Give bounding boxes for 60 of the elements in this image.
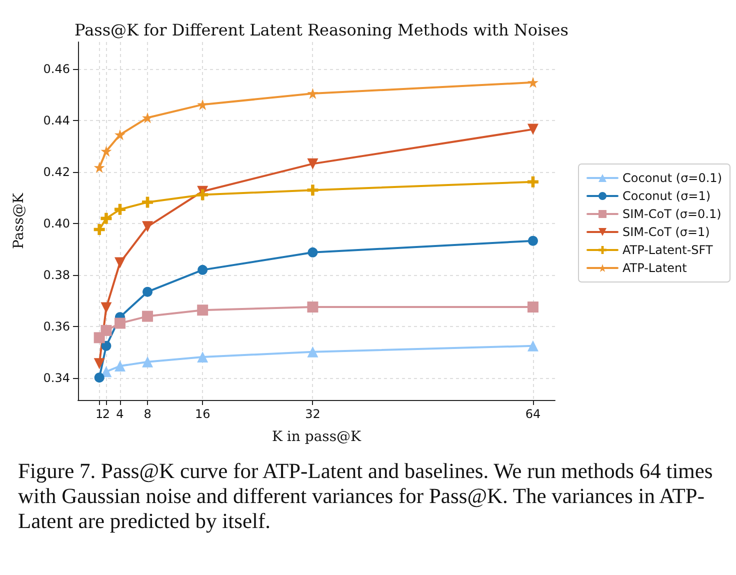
point [307, 302, 318, 313]
point [198, 264, 208, 275]
point [528, 236, 538, 246]
y-tick-label: 0.42 [43, 165, 70, 180]
point [527, 302, 538, 313]
x-tick-label: 16 [194, 407, 210, 421]
y-tick-label: 0.38 [43, 268, 70, 282]
point [307, 346, 318, 358]
point [94, 162, 105, 173]
point [308, 247, 318, 258]
y-tick-label: 0.34 [43, 371, 70, 386]
point [94, 358, 105, 370]
point [142, 221, 154, 232]
point [527, 76, 538, 88]
point [197, 351, 208, 362]
point [527, 124, 538, 135]
x-axis-title: K in pass@K [272, 429, 362, 445]
legend-label: ATP-Latent-SFT [622, 243, 714, 257]
point [94, 224, 105, 235]
point [100, 212, 112, 224]
x-tick-label: 4 [116, 407, 124, 421]
legend-label: Coconut (σ=1) [622, 189, 711, 203]
point [114, 129, 126, 140]
y-tick-label: 0.36 [43, 320, 70, 334]
point [114, 257, 126, 268]
point [197, 304, 208, 316]
y-tick-label: 0.46 [43, 62, 70, 76]
legend-label: SIM-CoT (σ=0.1) [622, 207, 722, 221]
point [142, 356, 154, 368]
y-tick-label: 0.44 [43, 114, 70, 128]
point [142, 310, 154, 322]
point [307, 158, 318, 170]
x-tick-label: 8 [144, 407, 152, 421]
point [100, 146, 112, 157]
point [142, 196, 154, 208]
y-tick-label: 0.40 [43, 216, 70, 231]
point [114, 204, 126, 215]
point [307, 184, 318, 196]
legend-label: ATP-Latent [622, 261, 688, 275]
x-tick-label: 2 [102, 407, 110, 421]
x-tick-label: 64 [525, 407, 541, 421]
point [142, 286, 153, 297]
point [114, 318, 126, 329]
point [101, 340, 112, 351]
y-axis-title: Pass@K [11, 192, 27, 249]
point [197, 189, 208, 200]
point [114, 360, 126, 372]
point [100, 302, 112, 314]
chart-title: Pass@K for Different Latent Reasoning Methods with Noises [74, 20, 568, 40]
x-tick-label: 32 [305, 407, 320, 421]
point [527, 176, 538, 188]
point [197, 99, 208, 110]
legend-label: Coconut (σ=0.1) [622, 171, 722, 185]
x-tick-label: 1 [96, 407, 104, 421]
point [527, 340, 538, 352]
point [94, 372, 104, 383]
caption: Figure 7. Pass@K curve for ATP-Latent and baselines. We run methods 64 times with Gaussian noise and different variances for Pass@K. The variances in ATP-Latent are predicted by itself. [18, 459, 714, 534]
point [307, 88, 318, 100]
point [100, 324, 112, 336]
legend-label: SIM-CoT (σ=1) [622, 225, 710, 239]
